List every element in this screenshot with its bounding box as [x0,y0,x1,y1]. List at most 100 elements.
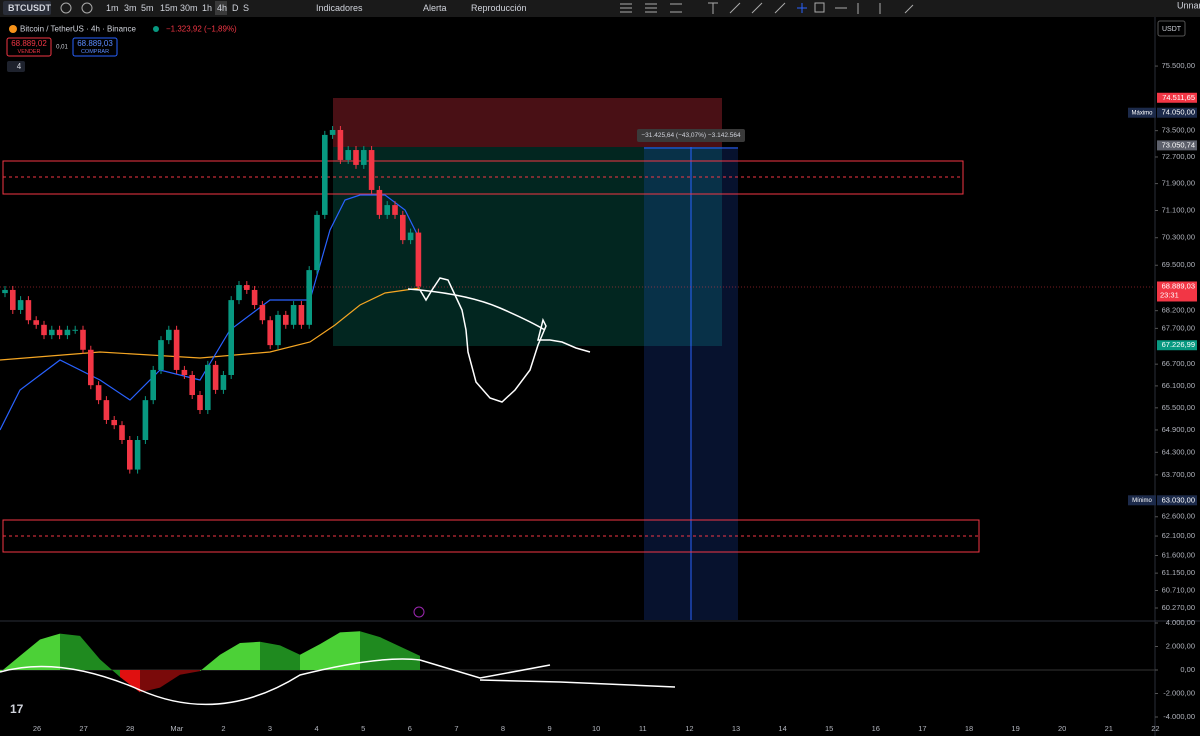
price-tick-label: 62.600,00 [1162,512,1195,521]
price-badge-label: 74.050,00 [1162,108,1195,117]
osc-area [300,644,320,671]
sell-button[interactable] [6,37,52,57]
osc-area [280,645,300,671]
osc-area [240,641,260,671]
position-label-box [637,129,745,142]
symbol[interactable]: BTCUSDT [8,3,51,13]
date-label: 13 [732,724,740,733]
note-box [1128,107,1156,118]
price-tick-label: 64.900,00 [1162,425,1195,434]
osc-area [400,646,420,671]
osc-tick-label: 2.000,00 [1166,641,1195,650]
note-box [1128,495,1156,506]
price-tick-label: 64.300,00 [1162,447,1195,456]
osc-area [380,637,400,671]
interval-button[interactable]: 30m [180,3,198,13]
date-label: 15 [825,724,833,733]
collapsed-count[interactable]: 4 [17,62,22,71]
price-badge [1157,340,1197,351]
drawing-tools[interactable] [620,2,914,14]
date-label: 21 [1105,724,1113,733]
price-tick-label: 61.150,00 [1162,568,1195,577]
coin-icon [9,25,17,33]
price-tick-label: 71.100,00 [1162,205,1195,214]
osc-area [80,635,100,671]
interval-button[interactable]: S [243,3,249,13]
active-interval [215,1,227,15]
date-label: 19 [1011,724,1019,733]
symbol-box[interactable] [3,1,51,15]
date-label: 10 [592,724,600,733]
price-tick-label: 60.710,00 [1162,585,1195,594]
hand-drawing [407,277,591,403]
add-icon[interactable] [81,2,93,14]
date-label: 3 [268,724,272,733]
interval-button[interactable]: 1h [202,3,212,13]
date-label: 22 [1151,724,1159,733]
tool-icon[interactable] [835,3,914,14]
legend-title: Bitcoin / TetherUS · 4h · Binance [20,25,136,34]
tool-icon[interactable] [729,2,786,14]
tool-icon[interactable] [645,3,657,13]
date-label: 9 [548,724,552,733]
buy-label[interactable]: COMPRAR [81,49,109,55]
interval-button[interactable]: 3m [124,3,137,13]
tool-icon[interactable] [708,2,718,14]
interval-button[interactable]: 15m [160,3,178,13]
osc-area [40,633,60,671]
price-tick-label: 62.100,00 [1162,531,1195,540]
currency[interactable]: USDT [1162,26,1182,33]
spread: 0,01 [56,45,68,51]
buy-price[interactable]: 68.889,03 [77,39,113,48]
sell-label[interactable]: VENDER [18,49,41,55]
tool-icon[interactable] [814,2,825,13]
interval-group: 1m 3m 5m 15m 30m 1h 4h D S [106,3,249,13]
date-label: 4 [315,724,319,733]
extreme-label: Máximo [1131,110,1153,116]
event-icon[interactable] [413,606,425,618]
collapse-button[interactable] [7,61,25,72]
osc-area [360,631,380,671]
legend-change: −1.323,92 (−1,89%) [166,25,237,34]
osc-tick-label: -4.000,00 [1163,712,1195,721]
tool-icon[interactable] [620,3,632,13]
price-badge [1157,107,1197,118]
price-tick-label: 73.500,00 [1162,126,1195,135]
price-badge-label: 67.226,99 [1162,340,1195,349]
date-label: 5 [361,724,365,733]
buy-button[interactable] [72,37,118,57]
compare-icon[interactable] [60,2,72,14]
osc-tick-label: -2.000,00 [1163,688,1195,697]
sell-price[interactable]: 68.889,02 [11,39,47,48]
interval-button[interactable]: 1m [106,3,119,13]
market-status [153,26,159,32]
currency-box[interactable] [1157,20,1186,37]
replay-button[interactable]: Reproducción [471,3,527,13]
interval-button[interactable]: D [232,3,239,13]
indicators-button[interactable]: Indicadores [316,3,363,13]
price-tick-label: 60.270,00 [1162,603,1195,612]
price-tick-label: 71.900,00 [1162,179,1195,188]
target-zone [333,147,722,346]
date-label: 28 [126,724,134,733]
oscillator [0,631,1155,693]
tool-icon[interactable] [797,3,807,13]
price-badge-label: 68.889,03 [1162,281,1195,290]
tool-icon[interactable] [670,3,682,13]
layout-name[interactable]: Unnam [1177,0,1200,10]
date-label: 27 [79,724,87,733]
tv-logo: 17 [10,702,24,716]
date-label: 20 [1058,724,1066,733]
axes: 75.500,00 73.500,00 72.700,00 71.900,00 71.1… [33,61,1197,733]
interval-button[interactable]: 5m [141,3,154,13]
price-tick-label: 61.600,00 [1162,550,1195,559]
date-label: 18 [965,724,973,733]
osc-area [60,633,80,671]
osc-area [140,670,160,693]
osc-area [220,642,240,671]
price-tick-label: 63.700,00 [1162,470,1195,479]
alert-button[interactable]: Alerta [423,3,447,13]
interval-button[interactable]: 4h [217,3,227,13]
